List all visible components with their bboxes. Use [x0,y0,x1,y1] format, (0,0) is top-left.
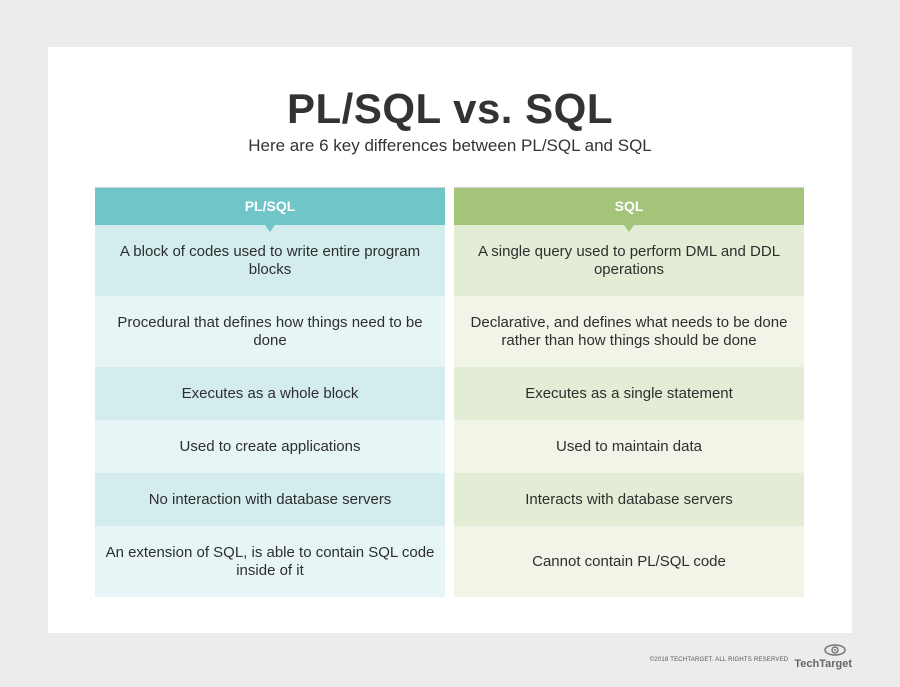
plsql-cell-2: Procedural that defines how things need … [95,296,445,367]
sql-cell-1: A single query used to perform DML and D… [454,225,804,296]
sql-column-header: SQL [454,187,804,232]
page-title: PL/SQL vs. SQL [287,85,613,132]
footer: ©2018 TECHTARGET. ALL RIGHTS RESERVED Te… [649,644,852,670]
page-subtitle: Here are 6 key differences between PL/SQ… [248,136,652,155]
sql-cell-6: Cannot contain PL/SQL code [454,526,804,597]
plsql-cell-4: Used to create applications [95,420,445,473]
copyright-notice: ©2018 TECHTARGET. ALL RIGHTS RESERVED [649,657,789,663]
plsql-cell-3: Executes as a whole block [95,367,445,420]
plsql-cell-6: An extension of SQL, is able to contain … [95,526,445,597]
sql-column: SQL A single query used to perform DML a… [454,187,804,597]
sql-header-label: SQL [614,198,644,214]
sql-cell-5: Interacts with database servers [454,473,804,526]
eye-logo-icon [824,644,846,656]
plsql-column: PL/SQL A block of codes used to write en… [95,187,445,597]
plsql-column-header: PL/SQL [95,187,445,232]
sql-cell-3: Executes as a single statement [454,367,804,420]
sql-cell-2: Declarative, and defines what needs to b… [454,296,804,367]
sql-cell-4: Used to maintain data [454,420,804,473]
plsql-cell-5: No interaction with database servers [95,473,445,526]
infographic-card: PL/SQL vs. SQL Here are 6 key difference… [48,47,852,633]
header-pointer-icon [265,225,275,232]
plsql-header-label: PL/SQL [244,198,296,214]
plsql-cell-1: A block of codes used to write entire pr… [95,225,445,296]
brand-name: TechTarget [794,658,852,670]
brand-logo: TechTarget [794,644,852,670]
header-pointer-icon [624,225,634,232]
